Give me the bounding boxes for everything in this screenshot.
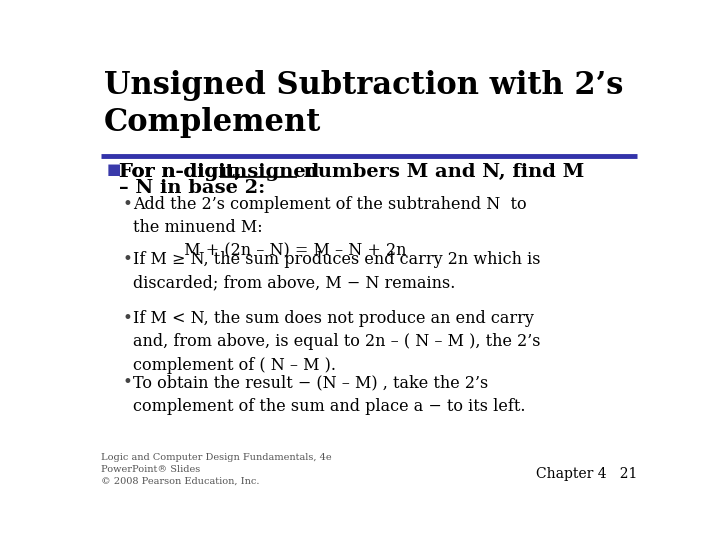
Text: For n-digit,: For n-digit, (120, 164, 248, 181)
Text: Add the 2’s complement of the subtrahend N  to
the minuend M:
          M + (2n : Add the 2’s complement of the subtrahend… (133, 195, 527, 260)
Text: For n-digit,: For n-digit, (120, 164, 248, 181)
Text: •: • (122, 309, 132, 327)
Text: If M < N, the sum does not produce an end carry
and, from above, is equal to 2n : If M < N, the sum does not produce an en… (133, 309, 541, 374)
Text: Unsigned Subtraction with 2’s
Complement: Unsigned Subtraction with 2’s Complement (104, 70, 624, 138)
Text: If M ≥ N, the sum produces end carry 2n which is
discarded; from above, M − N re: If M ≥ N, the sum produces end carry 2n … (133, 251, 541, 292)
Text: – N in base 2:: – N in base 2: (120, 179, 266, 197)
Text: Chapter 4   21: Chapter 4 21 (536, 467, 637, 481)
Text: •: • (122, 251, 132, 268)
Text: ■: ■ (107, 164, 122, 177)
Text: Logic and Computer Design Fundamentals, 4e
PowerPoint® Slides
© 2008 Pearson Edu: Logic and Computer Design Fundamentals, … (101, 453, 331, 485)
Text: To obtain the result − (N – M) , take the 2’s
complement of the sum and place a : To obtain the result − (N – M) , take th… (133, 374, 526, 415)
Text: numbers M and N, find M: numbers M and N, find M (297, 164, 585, 181)
Text: •: • (122, 195, 132, 213)
Text: unsigned: unsigned (220, 164, 320, 181)
Text: •: • (122, 374, 132, 392)
